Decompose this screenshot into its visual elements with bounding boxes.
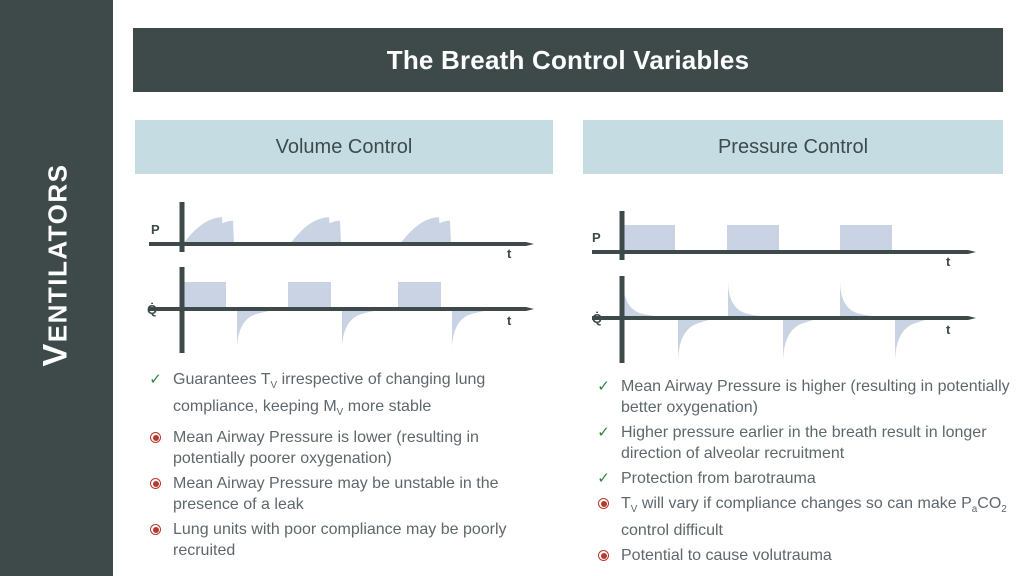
pc-flow-y-label: Q̇ bbox=[592, 311, 602, 326]
pressure-control-list: ✓ Mean Airway Pressure is higher (result… bbox=[596, 376, 1010, 570]
pc-pressure-x-label: t bbox=[946, 254, 951, 269]
volume-control-header-label: Volume Control bbox=[275, 135, 413, 158]
pc-pressure-waveform bbox=[623, 225, 892, 252]
title-bar: The Breath Control Variables bbox=[133, 28, 1003, 92]
vc-pressure-graph: P t bbox=[149, 202, 534, 261]
vc-pressure-y-axis bbox=[179, 202, 185, 252]
pc-flow-x-label: t bbox=[946, 322, 951, 337]
list-item-text: TV will vary if compliance changes so ca… bbox=[621, 495, 1007, 540]
pc-pressure-y-axis bbox=[619, 211, 625, 260]
list-item: Lung units with poor compliance may be p… bbox=[148, 519, 550, 561]
list-item-text: Higher pressure earlier in the breath re… bbox=[621, 424, 987, 462]
pc-flow-x-axis bbox=[592, 316, 976, 320]
list-item-text: Protection from barotrauma bbox=[621, 470, 816, 487]
vc-flow-y-label: Q̇ bbox=[147, 302, 157, 317]
vc-pressure-x-label: t bbox=[507, 246, 512, 261]
volume-control-list: ✓ Guarantees TV irrespective of changing… bbox=[148, 369, 550, 565]
pc-flow-waveform bbox=[623, 282, 935, 362]
list-item: ✓ Protection from barotrauma bbox=[596, 468, 1010, 489]
list-item: Mean Airway Pressure is lower (resulting… bbox=[148, 427, 550, 469]
vc-pressure-x-axis bbox=[149, 242, 534, 246]
pc-pressure-x-axis bbox=[592, 250, 976, 254]
vc-pressure-waveform bbox=[183, 217, 451, 244]
list-item: ✓ Higher pressure earlier in the breath … bbox=[596, 422, 1010, 464]
sidebar-title-rest: ENTILATORS bbox=[42, 163, 73, 343]
pc-pressure-graph: P t bbox=[592, 211, 976, 269]
check-icon: ✓ bbox=[149, 371, 162, 388]
list-item: Potential to cause volutrauma bbox=[596, 545, 1010, 566]
radio-dot-icon bbox=[150, 478, 161, 490]
list-item-text: Guarantees TV irrespective of changing l… bbox=[173, 371, 486, 419]
radio-dot-icon bbox=[150, 432, 161, 444]
list-item-text: Mean Airway Pressure may be unstable in … bbox=[173, 475, 499, 514]
pressure-control-header-label: Pressure Control bbox=[717, 135, 869, 158]
check-icon: ✓ bbox=[597, 378, 610, 395]
sidebar: VENTILATORS bbox=[0, 0, 113, 576]
list-item: ✓ Guarantees TV irrespective of changing… bbox=[148, 369, 550, 423]
list-item-text: Potential to cause volutrauma bbox=[621, 547, 832, 565]
vc-flow-x-axis bbox=[149, 307, 534, 311]
list-item-text: Lung units with poor compliance may be p… bbox=[173, 521, 507, 560]
vc-pressure-y-label: P bbox=[151, 222, 160, 237]
pc-flow-graph: Q̇ t bbox=[592, 276, 976, 363]
pressure-control-header: Pressure Control bbox=[583, 120, 1003, 174]
radio-dot-icon bbox=[598, 498, 609, 509]
list-item-text: Mean Airway Pressure is lower (resulting… bbox=[173, 429, 479, 468]
radio-dot-icon bbox=[598, 550, 609, 562]
vc-flow-waveform bbox=[183, 282, 497, 349]
page-title: The Breath Control Variables bbox=[386, 44, 750, 75]
pc-pressure-y-label: P bbox=[592, 230, 601, 245]
sidebar-vertical-title: VENTILATORS bbox=[37, 164, 76, 367]
list-item: Mean Airway Pressure may be unstable in … bbox=[148, 473, 550, 515]
check-icon: ✓ bbox=[597, 424, 610, 441]
list-item: TV will vary if compliance changes so ca… bbox=[596, 493, 1010, 541]
vc-flow-graph: Q̇ t bbox=[147, 267, 534, 353]
list-item: ✓ Mean Airway Pressure is higher (result… bbox=[596, 376, 1010, 418]
list-item-text: Mean Airway Pressure is higher (resultin… bbox=[621, 378, 1010, 416]
sidebar-title-initial: V bbox=[36, 342, 75, 367]
vc-flow-x-label: t bbox=[507, 313, 512, 328]
check-icon: ✓ bbox=[597, 470, 610, 487]
volume-control-header: Volume Control bbox=[135, 120, 553, 174]
radio-dot-icon bbox=[150, 524, 161, 536]
